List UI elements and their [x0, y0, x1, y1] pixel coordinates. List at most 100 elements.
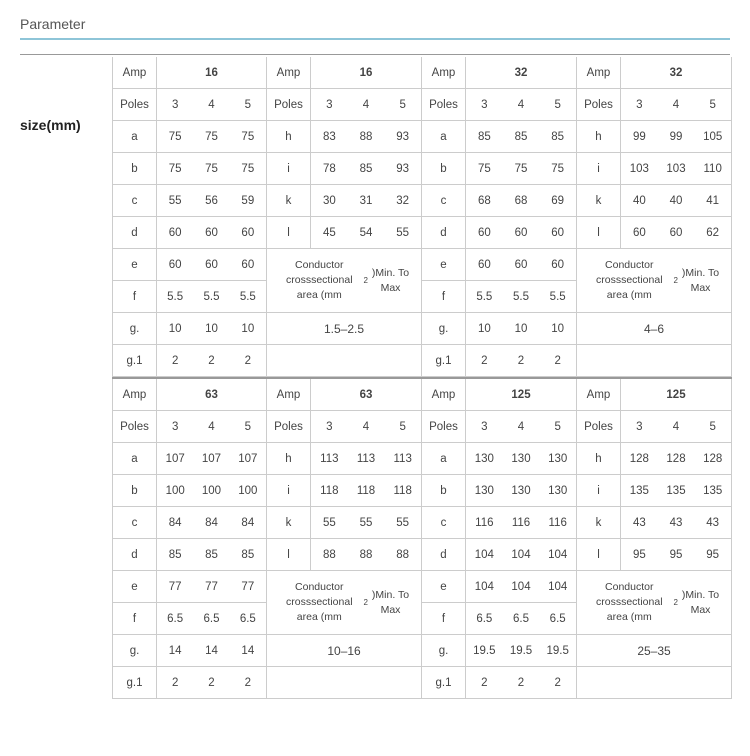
cell: 30 — [311, 195, 348, 207]
cell: 60 — [230, 227, 266, 239]
cell: 2 — [503, 677, 540, 689]
row-label: i — [267, 153, 311, 184]
cell: 84 — [157, 517, 193, 529]
table-row: g.101010 — [422, 313, 576, 345]
cell: 100 — [230, 485, 266, 497]
table-column: Amp16Poles345a757575b757575c555659d60606… — [112, 57, 267, 377]
cell: 5.5 — [230, 291, 266, 303]
table-row: f5.55.55.5 — [113, 281, 266, 313]
cell: 19.5 — [503, 645, 540, 657]
row-label: i — [577, 475, 621, 506]
cell: 84 — [230, 517, 266, 529]
row-label: f — [113, 603, 157, 634]
amp-value: 32 — [466, 67, 576, 79]
cell: 130 — [503, 485, 540, 497]
cell: 75 — [193, 163, 229, 175]
row-label: l — [577, 539, 621, 570]
cell: 4 — [193, 421, 229, 433]
table-row: i788593 — [267, 153, 421, 185]
table-row: g.19.519.519.5 — [422, 635, 576, 667]
cell: 95 — [621, 549, 658, 561]
row-label: b — [113, 475, 157, 506]
cell: 5.5 — [503, 291, 540, 303]
table-row: c848484 — [113, 507, 266, 539]
cell: 75 — [539, 163, 576, 175]
table-row: g.1222 — [422, 667, 576, 699]
cell — [267, 345, 421, 377]
cell: 116 — [466, 517, 503, 529]
table-row: k404041 — [577, 185, 731, 217]
table-row: k303132 — [267, 185, 421, 217]
cell: 77 — [193, 581, 229, 593]
cell: Poles — [113, 89, 157, 120]
cell: 10 — [230, 323, 266, 335]
cell: 5 — [539, 99, 576, 111]
cell: 110 — [694, 163, 731, 175]
cell: 69 — [539, 195, 576, 207]
cell: 93 — [384, 131, 421, 143]
cell: 14 — [193, 645, 229, 657]
cell: 40 — [621, 195, 658, 207]
cell: 3 — [311, 99, 348, 111]
cell: Amp — [577, 379, 621, 410]
conductor-range: 25–35 — [577, 635, 731, 667]
cell: 2 — [503, 355, 540, 367]
table-row: b130130130 — [422, 475, 576, 507]
cell: 135 — [658, 485, 695, 497]
cell: 75 — [230, 163, 266, 175]
cell: 41 — [694, 195, 731, 207]
conductor-range: 4–6 — [577, 313, 731, 345]
cell: 104 — [466, 549, 503, 561]
table-column: Amp16Poles345h838893i788593k303132l45545… — [267, 57, 422, 377]
cell: 6.5 — [539, 613, 576, 625]
cell: 100 — [193, 485, 229, 497]
table-row: c116116116 — [422, 507, 576, 539]
row-label: l — [267, 539, 311, 570]
cell: 99 — [658, 131, 695, 143]
cell: 128 — [621, 453, 658, 465]
table-row: b100100100 — [113, 475, 266, 507]
cell: 60 — [539, 259, 576, 271]
cell — [267, 667, 421, 699]
table-row: d606060 — [113, 217, 266, 249]
cell: 75 — [193, 131, 229, 143]
cell: 60 — [503, 227, 540, 239]
table-row: e777777 — [113, 571, 266, 603]
row-label: l — [577, 217, 621, 248]
cell: 3 — [466, 421, 503, 433]
cell: 107 — [157, 453, 193, 465]
cell: 130 — [466, 485, 503, 497]
row-label: g. — [113, 635, 157, 666]
cell: 6.5 — [193, 613, 229, 625]
cell: 3 — [466, 99, 503, 111]
cell: Poles — [422, 89, 466, 120]
cell: 5.5 — [157, 291, 193, 303]
cell: 78 — [311, 163, 348, 175]
cell: 60 — [193, 259, 229, 271]
cell: 60 — [157, 259, 193, 271]
row-label: l — [267, 217, 311, 248]
table-row: b757575 — [113, 153, 266, 185]
row-label: g.1 — [422, 345, 466, 376]
amp-value: 63 — [311, 389, 421, 401]
table-row: e606060 — [422, 249, 576, 281]
row-label: d — [422, 539, 466, 570]
cell: 85 — [230, 549, 266, 561]
row-label: i — [577, 153, 621, 184]
row-label: b — [422, 475, 466, 506]
cell: 43 — [621, 517, 658, 529]
cell: 60 — [503, 259, 540, 271]
cell: 135 — [621, 485, 658, 497]
cell: 60 — [466, 227, 503, 239]
cell: 59 — [230, 195, 266, 207]
row-label: d — [422, 217, 466, 248]
cell: 55 — [384, 227, 421, 239]
cell: 5.5 — [193, 291, 229, 303]
cell: 6.5 — [157, 613, 193, 625]
row-label: a — [422, 443, 466, 474]
cell: 3 — [157, 99, 193, 111]
cell: 6.5 — [466, 613, 503, 625]
cell: 88 — [384, 549, 421, 561]
cell: 104 — [466, 581, 503, 593]
cell: 6.5 — [230, 613, 266, 625]
